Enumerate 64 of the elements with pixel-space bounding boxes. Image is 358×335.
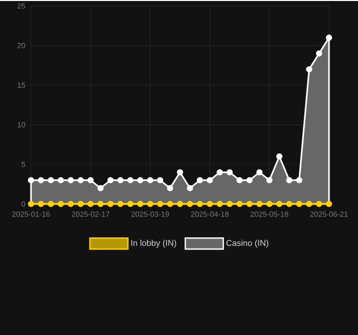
point [127,200,134,208]
point [48,200,54,208]
point [276,200,282,208]
point [196,200,203,208]
point [206,177,213,184]
point [196,177,203,184]
point [166,185,174,192]
point [137,177,144,184]
point [296,200,302,208]
point [88,200,94,208]
point [137,200,144,208]
legend-label: In lobby (IN) [131,240,176,248]
point [216,169,223,176]
point [316,200,322,208]
point [68,200,74,208]
point [236,200,243,208]
point [38,177,44,184]
point [286,177,292,184]
point [286,200,292,208]
point [206,200,213,208]
point [246,177,253,184]
point [97,185,104,192]
point [78,177,84,184]
point [246,200,253,208]
point [157,200,164,208]
point [266,200,272,208]
point [28,177,34,184]
point [266,177,272,184]
point [256,200,263,208]
point [236,177,243,184]
point [97,200,104,208]
point [107,200,114,208]
point [28,200,34,208]
point [147,177,154,184]
point [216,200,223,208]
point [176,200,184,208]
point [117,200,124,208]
point [58,177,64,184]
point [276,153,282,160]
point [147,200,154,208]
point [326,200,332,208]
point [326,34,332,41]
point [296,177,302,184]
legend-label: Casino (IN) [226,240,268,248]
point [117,177,124,184]
point [157,177,164,184]
point [38,200,44,208]
point [256,169,263,176]
point [58,200,64,208]
point [306,66,312,72]
point [166,200,174,208]
point [316,50,322,57]
point [88,177,94,184]
point [186,200,194,208]
point [48,177,54,184]
point [127,177,134,184]
point [226,169,233,176]
point [176,169,184,176]
point [78,200,84,208]
point [306,200,312,208]
point [226,200,233,208]
point [107,177,114,184]
point [186,185,194,192]
point [68,177,74,184]
